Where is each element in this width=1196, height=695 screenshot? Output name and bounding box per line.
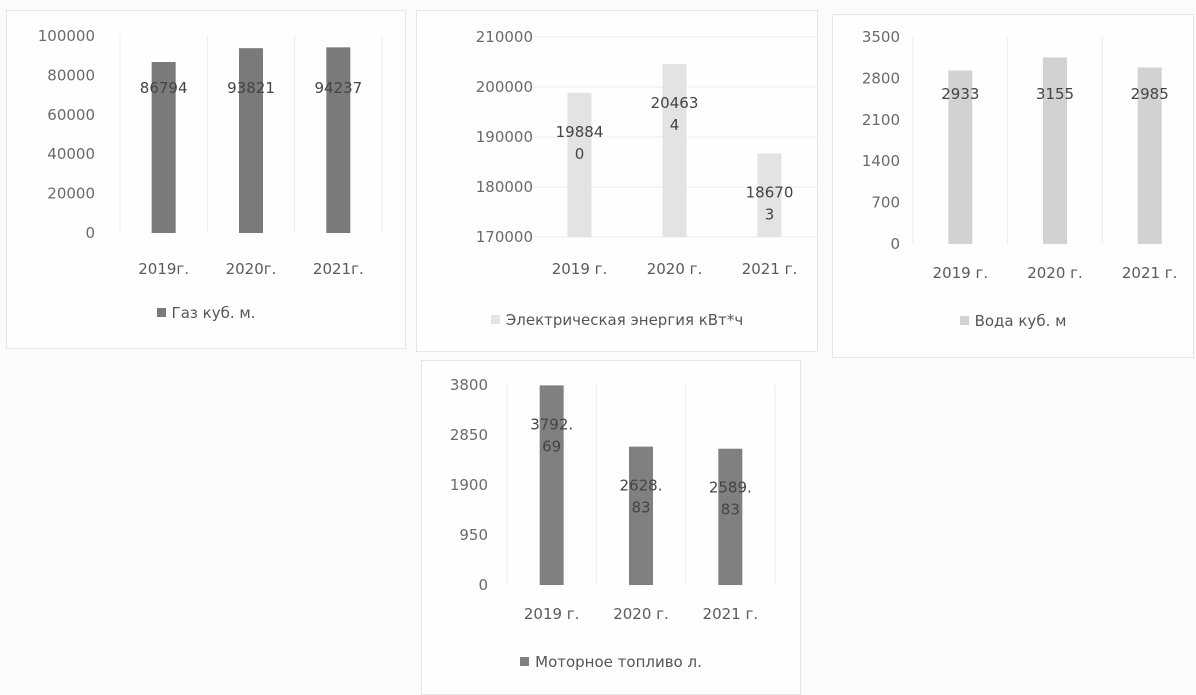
data-label-water: 2933	[941, 85, 979, 103]
xtick-label-electricity: 2019 г.	[552, 260, 608, 278]
bar-water	[948, 70, 973, 244]
ytick-label-fuel: 950	[459, 526, 488, 544]
xtick-label-water: 2020 г.	[1027, 264, 1083, 282]
bar-water	[1137, 67, 1162, 244]
data-label-fuel: 2628.	[620, 477, 663, 495]
chart-svg-electricity: 210000 200000 190000 180000 170000 2019 г. 198…	[476, 28, 817, 278]
legend-swatch-water	[959, 316, 969, 325]
ytick-label-gas: 60000	[47, 106, 95, 124]
ytick-label-fuel: 2850	[450, 426, 488, 444]
ytick-label-fuel: 0	[478, 576, 488, 594]
bar-electricity	[662, 63, 687, 237]
ytick-label-fuel: 1900	[450, 476, 488, 494]
ytick-label-gas: 100000	[38, 27, 95, 45]
ytick-label-gas: 0	[85, 224, 95, 242]
legend-label-water: Вода куб. м	[974, 312, 1067, 330]
xtick-label-fuel: 2020 г.	[613, 605, 669, 623]
ytick-label-water: 3500	[862, 28, 900, 46]
chart-water: 3500 2800 2100 1400 700 0 2019 г. 2933 2020 г. 31…	[832, 14, 1194, 358]
legend-label-fuel: Моторное топливо л.	[535, 653, 702, 671]
legend-label-electricity: Электрическая энергия кВт*ч	[505, 311, 744, 329]
ytick-label-water: 2100	[862, 111, 900, 129]
data-label-electricity: 3	[765, 205, 775, 223]
xtick-label-gas: 2020г.	[226, 260, 277, 278]
legend-electricity: Электрическая энергия кВт*ч	[417, 311, 817, 329]
chart-electricity: 210000 200000 190000 180000 170000 2019 г. 198…	[416, 10, 818, 352]
ytick-label-water: 2800	[862, 69, 900, 87]
legend-label-gas: Газ куб. м.	[171, 304, 256, 322]
xtick-label-gas: 2019г.	[138, 260, 189, 278]
bar-fuel	[539, 385, 564, 585]
data-label-fuel: 83	[721, 501, 740, 519]
ytick-label-gas: 20000	[47, 185, 95, 203]
bar-fuel	[718, 448, 743, 585]
legend-swatch-electricity	[490, 315, 500, 324]
ytick-label-fuel: 3800	[450, 376, 488, 394]
legend-swatch-fuel	[520, 657, 530, 666]
legend-fuel: Моторное топливо л.	[422, 653, 800, 671]
ytick-label-gas: 80000	[47, 66, 95, 84]
chart-svg-fuel: 3800 2850 1900 950 0 2019 г. 3792. 69 2020 г. 262…	[450, 376, 776, 623]
data-label-electricity: 4	[670, 116, 680, 134]
bar-gas	[239, 48, 263, 233]
data-label-gas: 86794	[140, 79, 188, 97]
xtick-label-water: 2019 г.	[933, 264, 989, 282]
xtick-label-gas: 2021г.	[313, 260, 364, 278]
ytick-label-electricity: 170000	[476, 228, 533, 246]
legend-swatch-gas	[156, 308, 166, 317]
bar-fuel	[629, 446, 653, 585]
xtick-label-electricity: 2021 г.	[742, 260, 798, 278]
chart-svg-gas: 100000 80000 60000 40000 20000 0 2019г. 86794 20…	[38, 27, 383, 278]
ytick-label-electricity: 180000	[476, 178, 533, 196]
ytick-label-water: 0	[890, 235, 900, 253]
data-label-electricity: 0	[575, 145, 585, 163]
bar-gas	[151, 62, 176, 233]
chart-gas: 100000 80000 60000 40000 20000 0 2019г. 86794 20…	[6, 10, 406, 349]
data-label-electricity: 18670	[746, 183, 794, 201]
legend-water: Вода куб. м	[833, 312, 1193, 330]
data-label-electricity: 19884	[556, 123, 604, 141]
data-label-gas: 93821	[227, 79, 275, 97]
xtick-label-electricity: 2020 г.	[647, 260, 703, 278]
bar-gas	[326, 47, 351, 233]
data-label-gas: 94237	[314, 79, 362, 97]
ytick-label-gas: 40000	[47, 145, 95, 163]
data-label-fuel: 3792.	[530, 415, 573, 433]
bar-water	[1043, 57, 1067, 245]
data-label-water: 2985	[1131, 85, 1169, 103]
bar-electricity	[567, 92, 592, 237]
ytick-label-water: 700	[871, 194, 900, 212]
data-label-fuel: 83	[631, 499, 650, 517]
ytick-label-water: 1400	[862, 152, 900, 170]
ytick-label-electricity: 190000	[476, 128, 533, 146]
data-label-electricity: 20463	[651, 94, 699, 112]
ytick-label-electricity: 200000	[476, 78, 533, 96]
chart-svg-water: 3500 2800 2100 1400 700 0 2019 г. 2933 2020 г. 31…	[862, 28, 1178, 282]
xtick-label-fuel: 2019 г.	[524, 605, 580, 623]
data-label-fuel: 69	[542, 437, 561, 455]
xtick-label-fuel: 2021 г.	[703, 605, 759, 623]
chart-fuel: 3800 2850 1900 950 0 2019 г. 3792. 69 2020 г. 262…	[421, 360, 801, 695]
ytick-label-electricity: 210000	[476, 28, 533, 46]
bar-electricity	[757, 153, 782, 237]
data-label-fuel: 2589.	[709, 479, 752, 497]
data-label-water: 3155	[1036, 85, 1074, 103]
xtick-label-water: 2021 г.	[1122, 264, 1178, 282]
legend-gas: Газ куб. м.	[7, 304, 405, 322]
